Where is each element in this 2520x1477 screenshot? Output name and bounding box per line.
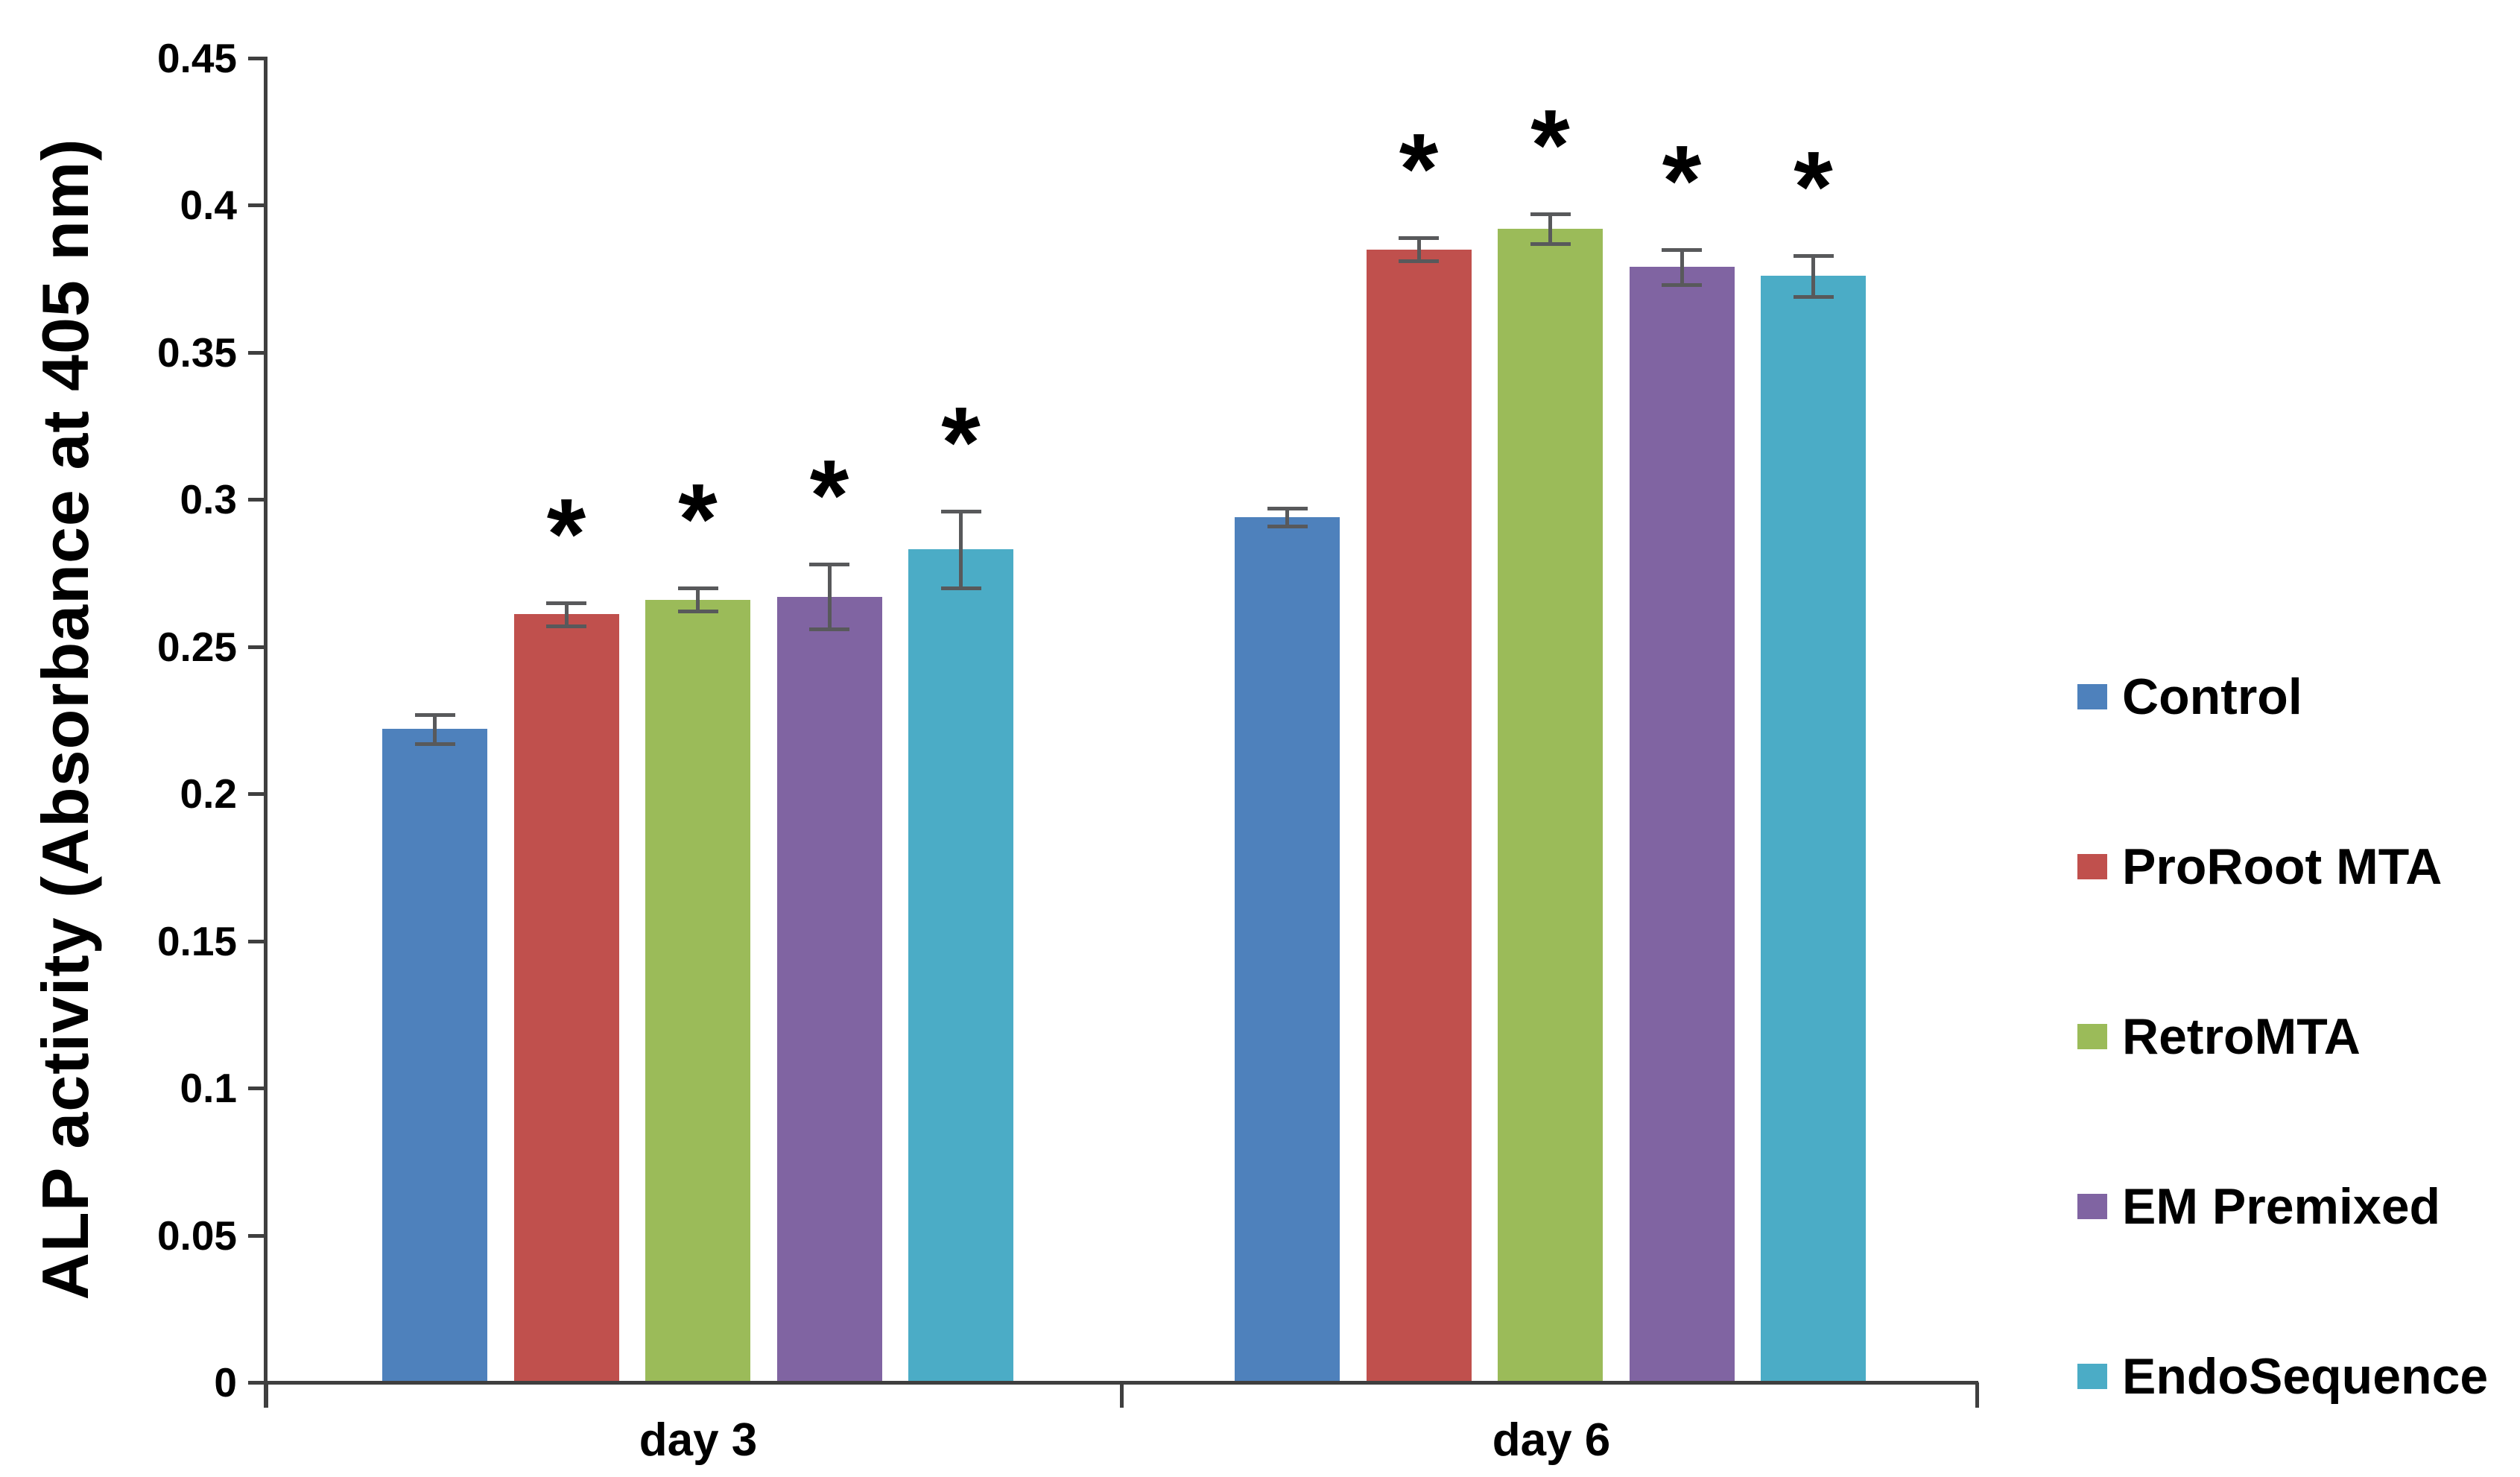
legend-label: ProRoot MTA (2122, 838, 2443, 895)
error-bar-cap-bottom (1793, 294, 1834, 299)
error-bar-cap-top (1267, 507, 1308, 511)
significance-asterisk: * (809, 439, 849, 552)
x-axis-boundary-tick (1120, 1382, 1124, 1408)
error-bar-cap-bottom (1662, 283, 1702, 288)
significance-asterisk: * (1399, 112, 1439, 225)
error-bar-cap-bottom (940, 586, 981, 590)
error-bar-cap-bottom (1267, 524, 1308, 528)
bar-retromta-day6 (1498, 229, 1603, 1382)
legend-label: RetroMTA (2122, 1008, 2361, 1065)
error-bar-cap-top (546, 601, 586, 605)
significance-asterisk: * (546, 477, 586, 590)
error-bar-cap-top (940, 510, 981, 514)
y-axis-tick (248, 1233, 265, 1238)
y-axis-line (264, 57, 267, 1408)
y-axis-tick-label: 0 (214, 1359, 237, 1405)
error-bar-cap-top (414, 712, 455, 717)
y-axis-tick (248, 939, 265, 943)
y-axis-tick (248, 203, 265, 208)
error-bar-cap-top (677, 586, 718, 590)
bar-endosequence-day3 (908, 549, 1013, 1382)
y-axis-tick-label: 0.25 (156, 623, 237, 670)
legend-label: Control (2122, 668, 2302, 725)
error-bar-cap-bottom (1530, 241, 1571, 246)
y-axis-tick-label: 0.05 (156, 1212, 237, 1259)
y-axis-tick (248, 57, 265, 60)
y-axis-tick (248, 1381, 265, 1385)
bar-em-premixed-day6 (1629, 267, 1735, 1382)
error-bar-line (1548, 214, 1552, 244)
legend-label: EndoSequence (2122, 1348, 2489, 1405)
y-axis-tick (248, 645, 265, 649)
error-bar-cap-top (1793, 253, 1834, 258)
bar-em-premixed-day3 (776, 596, 882, 1382)
legend-swatch-icon (2077, 854, 2107, 879)
legend-item-proroot-mta: ProRoot MTA (2077, 838, 2442, 896)
error-bar-line (433, 714, 437, 744)
y-axis-tick-label: 0.3 (180, 476, 237, 523)
error-bar-cap-bottom (677, 610, 718, 614)
y-axis-tick (248, 1087, 265, 1091)
error-bar-cap-top (809, 563, 849, 567)
significance-asterisk: * (1530, 89, 1570, 202)
error-bar-line (1285, 508, 1289, 526)
y-axis-tick (248, 350, 265, 355)
error-bar-cap-top (1662, 247, 1702, 252)
error-bar-line (1416, 237, 1421, 262)
y-axis-tick (248, 792, 265, 797)
legend-item-control: Control (2077, 668, 2302, 726)
error-bar-cap-bottom (1399, 259, 1439, 264)
error-bar-cap-top (1399, 235, 1439, 240)
y-axis-tick-label: 0.15 (156, 917, 237, 964)
legend-item-retromta: RetroMTA (2077, 1008, 2361, 1066)
error-bar-line (564, 602, 569, 627)
error-bar-line (1680, 249, 1684, 285)
legend-swatch-icon (2077, 684, 2107, 709)
bar-endosequence-day6 (1761, 276, 1866, 1382)
legend-item-endosequence: EndoSequence (2077, 1347, 2488, 1405)
y-axis-tick (248, 498, 265, 502)
error-bar-cap-bottom (414, 742, 455, 747)
error-bar-line (827, 564, 832, 630)
legend-swatch-icon (2077, 1024, 2107, 1049)
legend-swatch-icon (2077, 1364, 2107, 1389)
bar-proroot-mta-day6 (1366, 249, 1472, 1382)
bar-control-day6 (1235, 517, 1340, 1382)
y-axis-tick-label: 0.4 (180, 182, 237, 229)
legend-item-em-premixed: EM Premixed (2077, 1177, 2440, 1236)
x-category-label-day6: day 6 (1492, 1414, 1611, 1466)
error-bar-line (959, 511, 963, 588)
bar-control-day3 (382, 729, 487, 1382)
significance-asterisk: * (678, 462, 718, 575)
y-axis-tick-label: 0.2 (180, 771, 237, 817)
y-axis-title: ALP activity (Absorbance at 405 nm) (28, 138, 102, 1300)
error-bar-cap-bottom (809, 627, 849, 632)
error-bar-line (1811, 255, 1815, 297)
significance-asterisk: * (941, 386, 981, 499)
y-axis-tick-label: 0.1 (180, 1065, 237, 1112)
legend-label: EM Premixed (2122, 1178, 2441, 1235)
y-axis-tick-label: 0.35 (156, 329, 237, 376)
significance-asterisk: * (1794, 130, 1833, 243)
error-bar-line (696, 587, 700, 612)
error-bar-cap-top (1530, 212, 1571, 217)
y-axis-tick-label: 0.45 (156, 35, 237, 81)
x-category-label-day3: day 3 (639, 1414, 758, 1466)
significance-asterisk: * (1662, 124, 1702, 237)
x-axis-boundary-tick (1975, 1382, 1979, 1408)
bar-proroot-mta-day3 (513, 614, 619, 1382)
x-axis-boundary-tick (265, 1382, 268, 1408)
legend-swatch-icon (2077, 1194, 2107, 1219)
bar-retromta-day3 (645, 599, 750, 1382)
error-bar-cap-bottom (546, 624, 586, 629)
